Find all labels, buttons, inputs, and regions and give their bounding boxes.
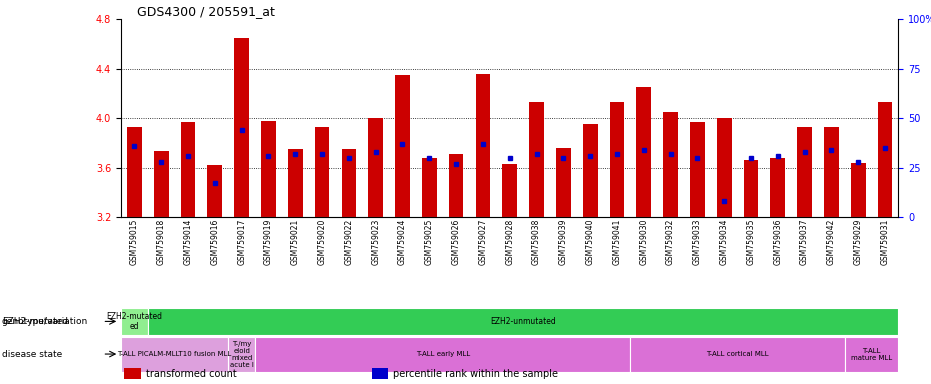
Bar <box>630 337 844 372</box>
Bar <box>255 337 630 372</box>
Text: GSM759042: GSM759042 <box>827 219 836 265</box>
Bar <box>121 308 148 336</box>
Bar <box>744 160 759 217</box>
Text: T-ALL
mature MLL: T-ALL mature MLL <box>851 348 892 361</box>
Bar <box>529 102 544 217</box>
Text: GSM759014: GSM759014 <box>183 219 193 265</box>
Bar <box>556 148 571 217</box>
Text: GDS4300 / 205591_at: GDS4300 / 205591_at <box>137 5 275 18</box>
Bar <box>663 112 678 217</box>
Bar <box>372 368 388 379</box>
Text: GSM759029: GSM759029 <box>854 219 863 265</box>
Bar <box>717 118 732 217</box>
Bar <box>476 74 491 217</box>
Bar <box>610 102 625 217</box>
Text: GSM759021: GSM759021 <box>290 219 300 265</box>
Text: GSM759015: GSM759015 <box>130 219 139 265</box>
Text: GSM759020: GSM759020 <box>317 219 327 265</box>
Bar <box>261 121 276 217</box>
Text: GSM759040: GSM759040 <box>586 219 595 265</box>
Bar <box>844 337 898 372</box>
Text: EZH2-mutated
ed: EZH2-mutated ed <box>106 312 162 331</box>
Bar <box>583 124 598 217</box>
Bar <box>422 158 437 217</box>
Bar <box>369 118 383 217</box>
Text: genotype/variation: genotype/variation <box>2 317 88 326</box>
Text: T-/my
eloid
mixed
acute l: T-/my eloid mixed acute l <box>230 341 253 368</box>
Text: GSM759037: GSM759037 <box>800 219 809 265</box>
Text: T-ALL early MLL: T-ALL early MLL <box>415 351 470 357</box>
Bar <box>824 127 839 217</box>
Text: GSM759022: GSM759022 <box>344 219 354 265</box>
Text: EZH2-unmutated: EZH2-unmutated <box>491 317 556 326</box>
Bar <box>315 127 330 217</box>
Text: T-ALL cortical MLL: T-ALL cortical MLL <box>707 351 769 357</box>
Text: GSM759026: GSM759026 <box>452 219 461 265</box>
Bar <box>127 127 142 217</box>
Bar <box>181 122 196 217</box>
Text: GSM759025: GSM759025 <box>425 219 434 265</box>
Bar <box>851 162 866 217</box>
Text: GSM759035: GSM759035 <box>747 219 755 265</box>
Bar <box>797 127 812 217</box>
Text: GSM759016: GSM759016 <box>210 219 220 265</box>
Bar <box>878 102 893 217</box>
Bar <box>208 165 223 217</box>
Bar <box>235 38 249 217</box>
Bar <box>125 368 141 379</box>
Text: GSM759036: GSM759036 <box>774 219 782 265</box>
Text: GSM759033: GSM759033 <box>693 219 702 265</box>
Bar <box>503 164 517 217</box>
Text: EZH2-mutated: EZH2-mutated <box>2 317 68 326</box>
Text: transformed count: transformed count <box>146 369 236 379</box>
Text: disease state: disease state <box>2 349 62 359</box>
Text: GSM759031: GSM759031 <box>881 219 889 265</box>
Bar <box>449 154 464 217</box>
Bar <box>637 87 651 217</box>
Bar <box>395 75 410 217</box>
Text: GSM759028: GSM759028 <box>506 219 514 265</box>
Text: GSM759041: GSM759041 <box>613 219 622 265</box>
Text: GSM759030: GSM759030 <box>640 219 648 265</box>
Bar <box>154 151 169 217</box>
Text: GSM759023: GSM759023 <box>371 219 380 265</box>
Bar <box>342 149 357 217</box>
Bar <box>228 337 255 372</box>
Text: GSM759024: GSM759024 <box>398 219 407 265</box>
Bar <box>121 337 228 372</box>
Text: GSM759019: GSM759019 <box>264 219 273 265</box>
Text: percentile rank within the sample: percentile rank within the sample <box>394 369 559 379</box>
Text: T-ALL PICALM-MLLT10 fusion MLL: T-ALL PICALM-MLLT10 fusion MLL <box>117 351 232 357</box>
Bar <box>690 122 705 217</box>
Text: GSM759038: GSM759038 <box>532 219 541 265</box>
Bar <box>288 149 303 217</box>
Bar <box>771 158 785 217</box>
Text: GSM759039: GSM759039 <box>559 219 568 265</box>
Text: GSM759032: GSM759032 <box>666 219 675 265</box>
Text: GSM759018: GSM759018 <box>156 219 166 265</box>
Text: GSM759017: GSM759017 <box>237 219 246 265</box>
Text: GSM759027: GSM759027 <box>479 219 488 265</box>
Text: GSM759034: GSM759034 <box>720 219 729 265</box>
